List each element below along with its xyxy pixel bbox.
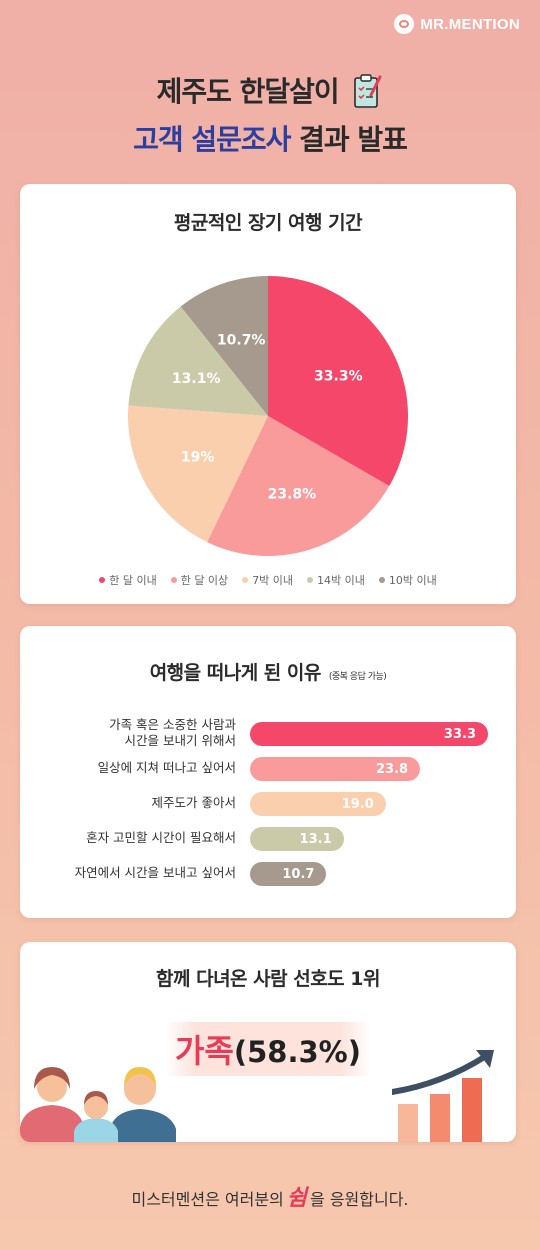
pie-slice-3 bbox=[128, 405, 268, 543]
result-word: 가족 bbox=[174, 1032, 234, 1070]
bar: 33.3 bbox=[250, 722, 488, 746]
bar: 23.8 bbox=[250, 757, 421, 781]
bar-row: 일상에 지쳐 떠나고 싶어서 23.8 bbox=[20, 755, 516, 790]
pie-slice-2 bbox=[207, 416, 390, 556]
bar: 10.7 bbox=[250, 862, 327, 886]
bar-value-label: 10.7 bbox=[282, 866, 315, 882]
legend-item: 한 달 이내 bbox=[99, 572, 157, 588]
bar-category-label: 혼자 고민할 시간이 필요해서 bbox=[86, 830, 236, 846]
pie-slice-label-1: 33.3% bbox=[314, 368, 363, 384]
bar-chart: 가족 혹은 소중한 사람과 시간을 보내기 위해서 33.3 일상에 지쳐 떠나고 싶… bbox=[20, 717, 516, 895]
legend-label: 한 달 이상 bbox=[180, 574, 229, 587]
bar-chart-note: (중복 응답 가능) bbox=[328, 672, 387, 682]
footer-after: 을 응원합니다. bbox=[310, 1190, 409, 1209]
title-line-2: 고객 설문조사 결과 발표 bbox=[0, 118, 540, 158]
bar-chart-card: 여행을 떠나게 된 이유 (중복 응답 가능) 가족 혹은 소중한 사람과 시간을 … bbox=[20, 626, 516, 918]
pie-legend: 한 달 이내 한 달 이상 7박 이내 14박 이내 10박 이내 bbox=[20, 572, 516, 588]
result-percent: (58.3%) bbox=[233, 1035, 361, 1069]
pie-chart-card: 평균적인 장기 여행 기간 33.3% 23.8% 19% 13.1% 10.7% 한 … bbox=[20, 184, 516, 604]
footer-before: 미스터멘션은 여러분의 bbox=[131, 1190, 284, 1209]
pie-slice-label-3: 19% bbox=[181, 450, 215, 466]
bar-value-label: 19.0 bbox=[341, 796, 374, 812]
bar: 13.1 bbox=[250, 827, 344, 851]
bar-value-label: 23.8 bbox=[376, 761, 409, 777]
bar-category-label: 가족 혹은 소중한 사람과 시간을 보내기 위해서 bbox=[109, 717, 236, 748]
bar-category-label: 자연에서 시간을 보내고 싶어서 bbox=[74, 865, 236, 881]
legend-item: 한 달 이상 bbox=[170, 572, 229, 588]
bar-category-label: 일상에 지쳐 떠나고 싶어서 bbox=[97, 760, 236, 776]
bar-value-label: 13.1 bbox=[299, 831, 332, 847]
pie-slice-label-2: 23.8% bbox=[268, 487, 317, 503]
bar-category-label: 제주도가 좋아서 bbox=[151, 795, 236, 811]
pie-slice-label-4: 13.1% bbox=[172, 371, 221, 387]
companion-title: 함께 다녀온 사람 선호도 1위 bbox=[156, 968, 380, 990]
legend-swatch bbox=[170, 577, 177, 583]
companion-card: 함께 다녀온 사람 선호도 1위 가족(58.3%) bbox=[20, 942, 516, 1142]
bar: 19.0 bbox=[250, 792, 386, 816]
companion-result: 가족(58.3%) bbox=[20, 1022, 516, 1076]
legend-label: 14박 이내 bbox=[317, 574, 365, 587]
bar-value-label: 33.3 bbox=[443, 726, 476, 742]
clipboard-icon bbox=[354, 74, 382, 108]
pie-slice-4 bbox=[128, 306, 268, 416]
footer-message: 미스터멘션은 여러분의 쉼 을 응원합니다. bbox=[0, 1180, 540, 1212]
growth-chart-icon bbox=[392, 1050, 494, 1142]
brand-name: MR.MENTION bbox=[420, 15, 520, 33]
legend-label: 한 달 이내 bbox=[109, 574, 157, 587]
legend-label: 7박 이내 bbox=[252, 574, 294, 587]
bar-chart-title-text: 여행을 떠나게 된 이유 bbox=[149, 662, 322, 684]
people-illustration bbox=[20, 1067, 176, 1142]
legend-item: 10박 이내 bbox=[378, 572, 437, 588]
bar-row: 자연에서 시간을 보내고 싶어서 10.7 bbox=[20, 860, 516, 895]
legend-swatch bbox=[378, 577, 385, 583]
bar-row: 가족 혹은 소중한 사람과 시간을 보내기 위해서 33.3 bbox=[20, 717, 516, 755]
footer-highlight: 쉼 bbox=[286, 1186, 308, 1211]
legend-label: 10박 이내 bbox=[388, 574, 437, 587]
title-highlight: 고객 설문조사 bbox=[133, 123, 291, 156]
pie-slice-5 bbox=[180, 276, 268, 416]
title-line-1-text: 제주도 한달살이 bbox=[156, 75, 340, 108]
bar-chart-title: 여행을 떠나게 된 이유 (중복 응답 가능) bbox=[20, 658, 516, 685]
pie-slice-label-5: 10.7% bbox=[217, 332, 266, 348]
brand-logo-icon bbox=[394, 14, 415, 34]
legend-swatch bbox=[99, 577, 106, 583]
legend-item: 14박 이내 bbox=[307, 572, 365, 588]
result-highlight: 가족(58.3%) bbox=[164, 1022, 371, 1076]
bar-row: 혼자 고민할 시간이 필요해서 13.1 bbox=[20, 825, 516, 860]
page-title: 제주도 한달살이 고객 설문조사 결과 발표 bbox=[0, 70, 540, 158]
legend-item: 7박 이내 bbox=[242, 572, 293, 588]
bar-row: 제주도가 좋아서 19.0 bbox=[20, 790, 516, 825]
pie-chart: 33.3% 23.8% 19% 13.1% 10.7% bbox=[128, 276, 408, 556]
pie-chart-title: 평균적인 장기 여행 기간 bbox=[173, 212, 363, 234]
title-rest: 결과 발표 bbox=[299, 123, 408, 156]
legend-swatch bbox=[242, 577, 249, 583]
legend-swatch bbox=[307, 577, 314, 583]
title-line-1: 제주도 한달살이 bbox=[0, 70, 540, 110]
pie-slice-1 bbox=[268, 276, 408, 486]
brand: MR.MENTION bbox=[394, 14, 520, 34]
